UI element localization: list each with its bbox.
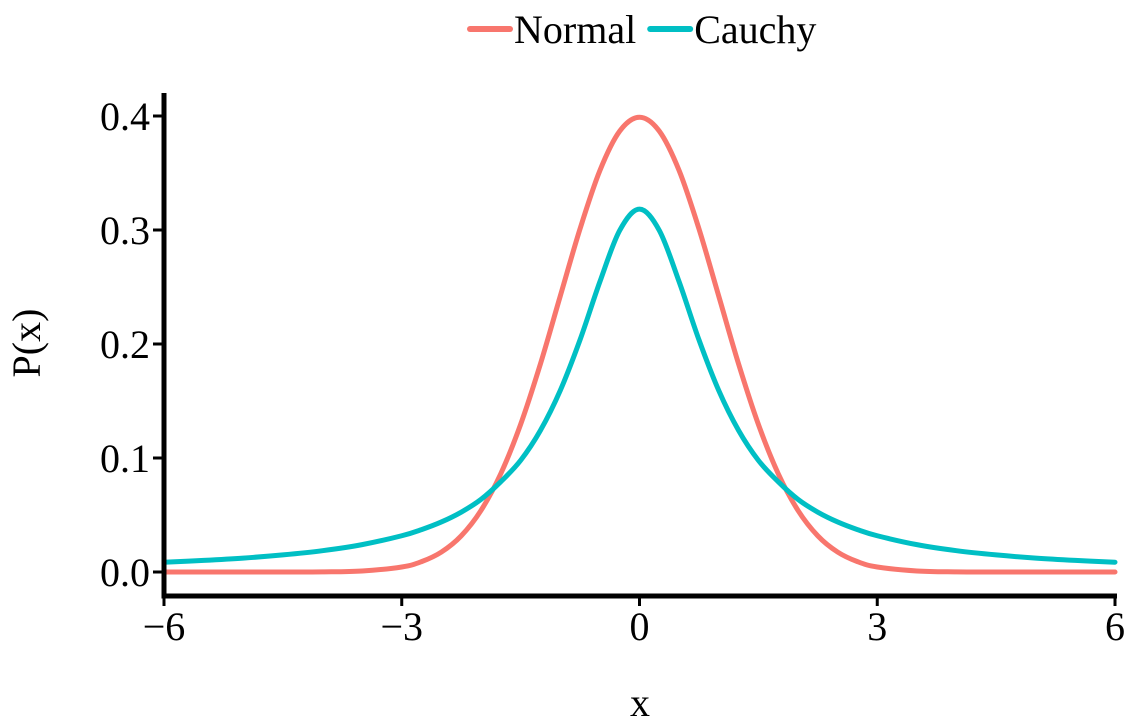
- x-tick-label: 6: [1105, 604, 1125, 649]
- y-tick-label: 0.2: [100, 322, 150, 367]
- y-tick-label: 0.3: [100, 208, 150, 253]
- legend-label-normal: Normal: [514, 7, 636, 52]
- series-line-cauchy: [161, 206, 1118, 565]
- legend: Normal Cauchy: [467, 7, 816, 52]
- x-axis-title: x: [630, 680, 650, 720]
- y-tick-label: 0.1: [100, 436, 150, 481]
- series-layer: [161, 114, 1118, 575]
- y-axis-title: P(x): [4, 309, 49, 378]
- axes-layer: [161, 93, 1117, 599]
- legend-label-cauchy: Cauchy: [694, 7, 816, 52]
- x-tick-label: −3: [380, 604, 423, 649]
- y-tick-label: 0.0: [100, 550, 150, 595]
- series-line-normal: [161, 114, 1118, 575]
- x-tick-label: −6: [143, 604, 186, 649]
- x-tick-label: 3: [867, 604, 887, 649]
- ticks-layer: −6 −3 0 3 6 0.0 0.1 0.2 0.3 0.4: [100, 94, 1125, 649]
- y-tick-label: 0.4: [100, 94, 150, 139]
- x-tick-label: 0: [630, 604, 650, 649]
